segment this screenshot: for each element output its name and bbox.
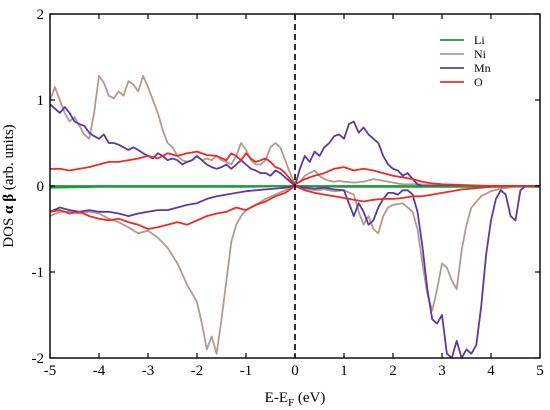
y-axis-label-post: (arb. units) [1,124,17,194]
x-tick-label: 3 [438,363,446,379]
y-axis-label: DOS α β (arb. units) [1,124,17,247]
x-tick-label: 5 [536,363,544,379]
x-axis-label: E-EF (eV) [265,390,326,409]
series-line-series-5-minority [50,185,540,355]
y-tick-label: 2 [37,7,45,23]
x-tick-label: 2 [389,363,397,379]
legend-label-mn: Mn [474,61,491,75]
x-axis-label-main: E-E [265,390,288,406]
x-tick-label: -2 [191,363,204,379]
y-tick-label: -2 [32,351,45,367]
y-axis-label-bold: α β [1,194,17,214]
y-tick-label: 0 [37,179,45,195]
series-line-series-7-minority [50,185,540,230]
series-line-mn [50,103,540,187]
y-axis-label-pre: DOS [1,214,17,248]
y-tick-label: 1 [37,93,45,109]
x-tick-label: 1 [340,363,348,379]
legend-label-ni: Ni [474,47,487,61]
x-tick-label: -3 [142,363,155,379]
x-tick-label: 0 [291,363,299,379]
x-tick-label: -5 [44,363,57,379]
x-axis-label-unit: (eV) [294,390,325,406]
x-tick-label: 4 [487,363,495,379]
legend-label-o: O [474,75,483,89]
x-tick-label: -4 [93,363,106,379]
x-axis-label-sub: F [288,397,294,409]
legend-label-li: Li [474,33,485,47]
x-tick-label: -1 [240,363,253,379]
ticks-layer: -5 -4 -3 -2 -1 0 1 2 3 4 5 -2 -1 0 1 2 [32,7,544,379]
series-line-ni [50,75,540,187]
series-line-o [50,150,540,187]
y-tick-label: -1 [32,265,45,281]
series-line-series-6-minority [50,185,540,358]
